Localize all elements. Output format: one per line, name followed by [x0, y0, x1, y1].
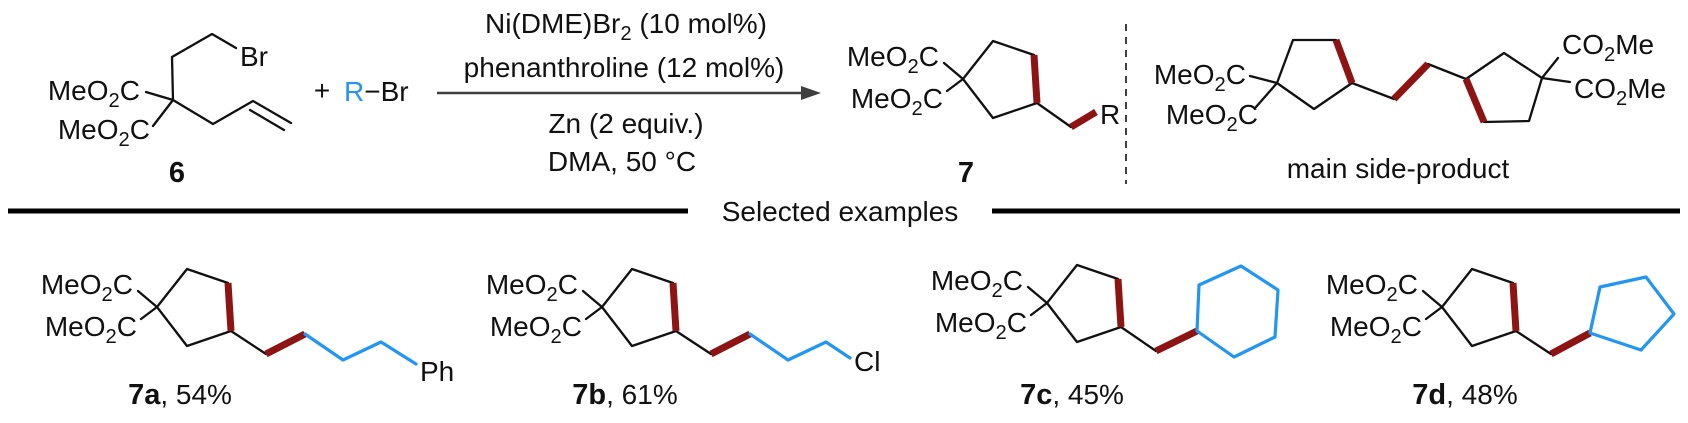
example-7d-new-chain-bond [1549, 329, 1592, 358]
product-7-ring-bonds [942, 39, 1073, 129]
example-7b-new-ring-bond [669, 282, 680, 332]
reactant-6-bromine-label: Br [240, 41, 268, 72]
reactant-6-ester-label-2: MeO2C [58, 114, 150, 151]
example-7c-id: 7c [1020, 379, 1052, 411]
example-7d-ester-label-1: MeO2C [1326, 269, 1418, 306]
arrow-head [801, 86, 821, 100]
example-7c-ester-label-1: MeO2C [931, 265, 1023, 302]
example-7b-structure: MeO2C MeO2C Cl 7b, 61% [486, 267, 880, 411]
example-7c-caption: 7c, 45% [1020, 379, 1124, 411]
product-7-id: 7 [958, 157, 974, 189]
side-product-ringA-new-bond [1332, 38, 1356, 85]
selected-examples-divider: Selected examples [8, 196, 1680, 227]
example-7a-caption: 7a, 54% [128, 379, 232, 411]
product-7-structure: MeO2C MeO2C R 7 [847, 39, 1120, 189]
example-7b-ring-bonds [581, 267, 713, 356]
example-7c-yield: , 45% [1052, 379, 1124, 410]
example-7b-yield: , 61% [606, 379, 678, 410]
reactant-6-ester-label-1: MeO2C [48, 75, 140, 112]
example-7b-ester-label-2: MeO2C [490, 311, 582, 348]
example-7b-r-chain [748, 332, 852, 362]
example-7c-new-ring-bond [1114, 278, 1125, 328]
example-7d-cyclopentyl-ring [1588, 275, 1676, 352]
example-7c-structure: MeO2C MeO2C 7c, 45% [931, 263, 1280, 411]
example-7a-new-chain-bond [264, 330, 307, 358]
example-7c-ester-label-2: MeO2C [935, 307, 1027, 344]
side-product-caption: main side-product [1287, 153, 1510, 184]
reaction-arrow [437, 86, 821, 100]
example-7a-structure: MeO2C MeO2C Ph 7a, 54% [41, 267, 454, 411]
reactant-6-id: 6 [169, 157, 185, 189]
example-7a-id: 7a [128, 379, 161, 411]
example-7b-ester-label-1: MeO2C [486, 269, 578, 306]
reactant-6-skeleton-bonds [144, 32, 293, 132]
side-product-linker-new-bond [1391, 61, 1431, 102]
product-7-new-chain-bond [1069, 108, 1098, 131]
example-7d-new-ring-bond [1509, 282, 1520, 332]
example-7a-ring-bonds [136, 267, 268, 356]
side-product-ringB-new-bond [1462, 77, 1488, 124]
divider-label: Selected examples [722, 196, 959, 227]
side-product-ester-label-4: CO2Me [1574, 73, 1666, 110]
side-product-ester-label-1: MeO2C [1154, 59, 1246, 96]
example-7c-ring-bonds [1026, 263, 1158, 353]
product-7-new-ring-bond [1030, 54, 1041, 104]
example-7a-new-ring-bond [224, 282, 235, 332]
example-7a-r-chain [303, 332, 418, 366]
example-7d-ester-label-2: MeO2C [1330, 311, 1422, 348]
side-product-ringA-bonds [1248, 38, 1468, 111]
example-7b-r-terminal-label: Cl [854, 346, 880, 377]
condition-catalyst: Ni(DME)Br2 (10 mol%) [485, 8, 767, 45]
r-group-symbol: R [344, 76, 364, 107]
side-product-ringB-bonds [1464, 51, 1572, 124]
side-product-ester-label-3: CO2Me [1562, 29, 1654, 66]
side-product-structure: MeO2C MeO2C CO2Me CO2Me main side-produc… [1154, 29, 1666, 184]
example-7b-new-chain-bond [709, 330, 752, 358]
example-7d-structure: MeO2C MeO2C 7d, 48% [1326, 267, 1676, 411]
condition-ligand: phenanthroline (12 mol%) [464, 52, 785, 83]
example-7a-r-terminal-label: Ph [420, 356, 454, 387]
bromide-symbol: Br [381, 76, 409, 107]
condition-reductant: Zn (2 equiv.) [548, 108, 703, 139]
condition-solvent-temp: DMA, 50 °C [548, 146, 696, 177]
product-7-ester-label-1: MeO2C [847, 41, 939, 78]
example-7a-yield: , 54% [160, 379, 232, 410]
example-7a-ester-label-1: MeO2C [41, 269, 133, 306]
product-7-r-label: R [1100, 99, 1120, 130]
r-br-bond-dash: − [364, 76, 380, 107]
example-7b-caption: 7b, 61% [572, 379, 677, 411]
example-7d-yield: , 48% [1446, 379, 1518, 410]
side-product-ester-label-2: MeO2C [1166, 99, 1258, 136]
example-7d-caption: 7d, 48% [1412, 379, 1517, 411]
example-7a-ester-label-2: MeO2C [45, 311, 137, 348]
example-7d-ring-bonds [1421, 267, 1553, 356]
reactant-6-structure: MeO2C MeO2C Br 6 [48, 32, 293, 189]
example-7d-id: 7d [1412, 379, 1446, 411]
product-7-ester-label-2: MeO2C [851, 83, 943, 120]
alkyl-halide-label: R−Br [344, 76, 409, 107]
example-7c-new-chain-bond [1154, 327, 1199, 355]
plus-sign: + [314, 75, 330, 106]
example-7b-id: 7b [572, 379, 606, 411]
reaction-conditions: Ni(DME)Br2 (10 mol%) phenanthroline (12 … [464, 8, 785, 177]
example-7c-cyclohexyl-ring [1195, 264, 1280, 359]
